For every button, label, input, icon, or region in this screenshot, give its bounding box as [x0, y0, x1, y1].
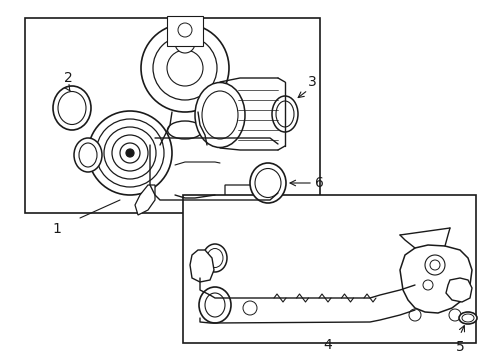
Ellipse shape [79, 143, 97, 167]
Circle shape [425, 255, 445, 275]
Circle shape [178, 23, 192, 37]
Bar [25, 18, 320, 213]
Ellipse shape [459, 312, 477, 324]
Circle shape [409, 309, 421, 321]
Text: 2: 2 [64, 71, 73, 85]
Circle shape [104, 127, 156, 179]
Text: 3: 3 [308, 75, 317, 89]
Polygon shape [135, 185, 155, 215]
Circle shape [126, 149, 134, 157]
Ellipse shape [250, 163, 286, 203]
Circle shape [260, 187, 270, 197]
Ellipse shape [203, 244, 227, 272]
Text: 6: 6 [315, 176, 324, 190]
Polygon shape [225, 185, 275, 208]
Circle shape [167, 50, 203, 86]
Text: 1: 1 [52, 222, 61, 236]
Ellipse shape [207, 248, 223, 267]
Ellipse shape [58, 91, 86, 125]
Ellipse shape [195, 82, 245, 148]
Ellipse shape [74, 138, 102, 172]
Circle shape [153, 36, 217, 100]
Ellipse shape [462, 314, 474, 322]
Circle shape [449, 309, 461, 321]
Ellipse shape [202, 91, 238, 139]
Ellipse shape [205, 293, 225, 317]
Bar [183, 195, 476, 343]
Ellipse shape [199, 287, 231, 323]
Circle shape [430, 260, 440, 270]
Ellipse shape [255, 168, 281, 198]
Polygon shape [190, 250, 214, 282]
Ellipse shape [276, 101, 294, 127]
Circle shape [240, 187, 250, 197]
Circle shape [112, 135, 148, 171]
Polygon shape [446, 278, 472, 302]
Circle shape [88, 111, 172, 195]
Circle shape [120, 143, 140, 163]
Ellipse shape [272, 96, 298, 132]
Circle shape [141, 24, 229, 112]
Bar [167, 16, 203, 46]
Polygon shape [400, 245, 472, 313]
Circle shape [243, 301, 257, 315]
Text: 4: 4 [323, 338, 332, 352]
Circle shape [175, 33, 195, 53]
Text: 5: 5 [456, 340, 465, 354]
Ellipse shape [168, 121, 202, 139]
Circle shape [96, 119, 164, 187]
Ellipse shape [53, 86, 91, 130]
Circle shape [423, 280, 433, 290]
